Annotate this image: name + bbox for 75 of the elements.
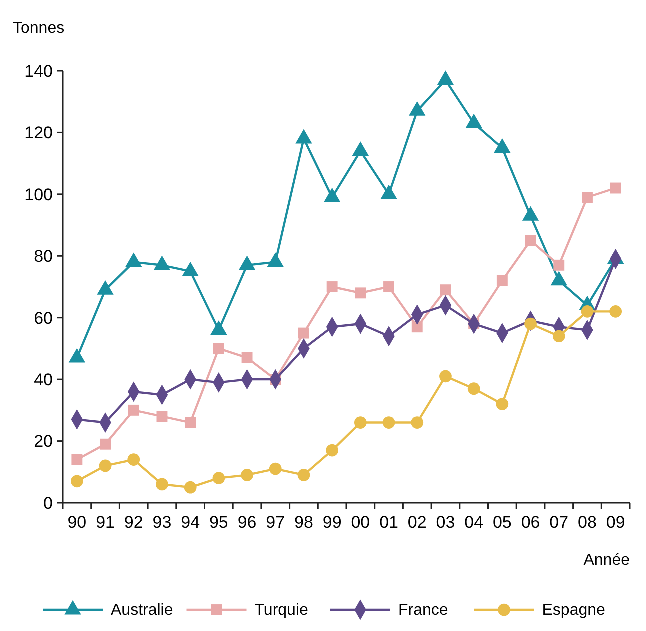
point — [70, 475, 84, 488]
x-tick-label: 09 — [606, 513, 626, 532]
y-tick-label: 140 — [24, 62, 53, 81]
y-tick-label: 0 — [44, 494, 53, 513]
point — [409, 102, 426, 116]
x-tick-label: 06 — [521, 513, 540, 532]
point — [382, 416, 396, 429]
point — [610, 306, 622, 318]
x-tick-label: 01 — [380, 513, 398, 532]
point — [524, 318, 537, 330]
x-tick-label: 07 — [550, 513, 569, 532]
point — [355, 288, 366, 299]
x-tick-label: 02 — [408, 513, 427, 532]
x-tick-label: 93 — [152, 513, 172, 532]
point — [496, 275, 508, 286]
point — [354, 416, 367, 429]
legend-label: Turquie — [254, 602, 309, 619]
x-tick-label: 08 — [578, 513, 597, 532]
x-tick-label: 97 — [266, 513, 286, 532]
x-tick-label: 96 — [238, 513, 257, 532]
x-tick-label: 95 — [209, 513, 228, 532]
point — [582, 192, 593, 203]
point — [241, 469, 254, 482]
legend-label: Espagne — [542, 602, 606, 619]
x-tick-label: 00 — [351, 513, 370, 532]
point — [384, 282, 394, 292]
point — [99, 460, 112, 472]
y-tick-label: 40 — [34, 370, 53, 390]
point — [412, 322, 423, 333]
point — [610, 182, 622, 194]
point — [72, 454, 83, 466]
legend-label: Australie — [111, 602, 174, 619]
point — [525, 235, 536, 246]
point — [213, 343, 224, 354]
point — [128, 404, 140, 416]
x-tick-label: 04 — [464, 513, 484, 532]
point — [352, 142, 369, 156]
point — [440, 370, 452, 383]
point — [212, 472, 226, 484]
point — [326, 282, 338, 292]
point — [326, 444, 339, 457]
x-tick-label: 91 — [96, 513, 115, 532]
y-tick-label: 120 — [24, 124, 53, 143]
point — [581, 306, 594, 318]
point — [554, 260, 565, 271]
x-tick-label: 03 — [436, 513, 456, 532]
point — [128, 454, 140, 466]
x-tick-label: 90 — [68, 513, 87, 532]
point — [440, 284, 452, 296]
x-tick-label: 94 — [181, 513, 200, 532]
y-axis-title: Tonnes — [13, 20, 65, 37]
legend-label: France — [398, 602, 448, 619]
y-tick-label: 80 — [34, 247, 53, 266]
point — [552, 330, 566, 343]
x-tick-label: 99 — [322, 513, 342, 532]
point — [185, 417, 196, 428]
point — [269, 462, 282, 476]
x-tick-label: 92 — [124, 513, 144, 532]
point — [496, 398, 509, 410]
point — [298, 328, 310, 339]
y-tick-label: 60 — [34, 308, 53, 328]
y-tick-label: 100 — [24, 185, 53, 204]
point — [184, 481, 197, 494]
point — [411, 416, 424, 429]
point — [437, 70, 454, 86]
point — [242, 352, 253, 364]
x-axis-title: Année — [584, 552, 630, 569]
x-tick-label: 05 — [492, 513, 512, 532]
point — [156, 411, 168, 422]
point — [298, 469, 310, 482]
x-tick-label: 98 — [294, 513, 314, 532]
point — [100, 438, 111, 450]
point — [156, 478, 168, 491]
point — [468, 382, 480, 395]
y-tick-label: 20 — [34, 432, 53, 452]
